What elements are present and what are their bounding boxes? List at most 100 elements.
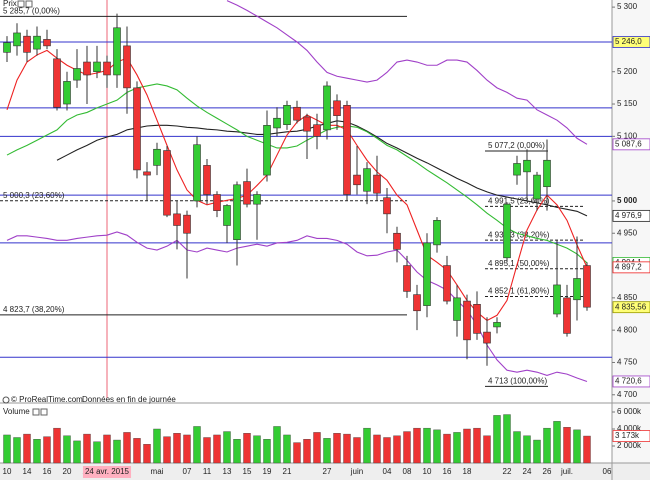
value-tag-label: 5 246,0	[615, 37, 642, 46]
volume-bar	[223, 431, 231, 464]
candle-body	[553, 284, 561, 315]
candle-body	[203, 165, 211, 195]
x-tick-label: 22	[503, 467, 512, 476]
candle-body	[233, 184, 241, 241]
indicator-line	[6, 83, 588, 264]
y-tick-label: 5 100	[617, 131, 638, 140]
fib-label: 4 823,7 (38,20%)	[3, 305, 65, 314]
candle-body	[103, 61, 111, 76]
x-tick-label: 21	[283, 467, 292, 476]
candle-body	[283, 105, 291, 125]
value-tag	[612, 209, 650, 222]
value-tag	[612, 301, 650, 314]
volume-bar	[303, 439, 311, 464]
volume-bar	[583, 435, 591, 464]
x-tick-label: 10	[423, 467, 432, 476]
x-tick-label: 24	[523, 467, 532, 476]
x-tick-label: 15	[243, 467, 252, 476]
candle-body	[463, 300, 471, 341]
icon	[32, 408, 40, 416]
y-tick-label: 5 000	[617, 196, 638, 205]
candle-body	[503, 203, 511, 259]
candle-body	[153, 148, 161, 166]
volume-tick-label: 6 000k	[617, 407, 642, 416]
x-tick-label: 24 avr. 2015	[85, 467, 130, 476]
x-tick-label: 10	[3, 467, 12, 476]
volume-bar	[263, 439, 271, 464]
value-tag	[612, 430, 650, 442]
candle-body	[163, 150, 171, 216]
y-tick-label: 5 300	[617, 2, 638, 11]
candle-body	[373, 174, 381, 194]
candle-body	[123, 45, 131, 89]
volume-bar	[453, 432, 461, 464]
y-tick-label: 4 750	[617, 358, 638, 367]
volume-tick-label: 2 000k	[617, 441, 642, 450]
candle-body	[223, 205, 231, 226]
candle-body	[83, 61, 91, 76]
fib-label: 5 285,7 (0,00%)	[3, 6, 60, 15]
x-tick-label: 16	[43, 467, 52, 476]
volume-bar	[253, 435, 261, 464]
candle-body	[323, 85, 331, 131]
value-tag	[612, 375, 650, 388]
candle-body	[53, 58, 61, 108]
axis-band	[612, 0, 650, 480]
volume-bar	[323, 438, 331, 464]
x-tick-label: juil.	[560, 467, 573, 476]
volume-bar	[113, 439, 121, 464]
volume-bar	[403, 431, 411, 464]
candle-body	[513, 163, 521, 176]
candle-body	[403, 265, 411, 292]
candle-body	[23, 35, 31, 53]
volume-bar	[193, 426, 201, 464]
x-tick-label: 11	[203, 467, 212, 476]
y-tick-label: 4 850	[617, 293, 638, 302]
candle-body	[13, 32, 21, 47]
indicator-line	[226, 0, 588, 145]
fib-label: 5 000,3 (23,60%)	[3, 191, 65, 200]
icon	[25, 0, 33, 8]
x-tick-label: 08	[403, 467, 412, 476]
volume-bar	[63, 435, 71, 464]
x-tick-label: 20	[63, 467, 72, 476]
candle-body	[363, 168, 371, 192]
candle-body	[173, 213, 181, 226]
note: Données en fin de journée	[82, 395, 176, 404]
volume-bar	[553, 421, 561, 464]
fib-label: 4 939,3 (38,20%)	[488, 230, 550, 239]
candle-body	[483, 331, 491, 344]
candle-body	[303, 116, 311, 132]
candle-body	[253, 194, 261, 205]
x-tick-label: 06	[603, 467, 612, 476]
candle-body	[183, 214, 191, 234]
x-tick-label: 18	[463, 467, 472, 476]
candle-body	[453, 297, 461, 321]
candle-body	[133, 87, 141, 171]
candle-body	[113, 27, 121, 76]
candle-body	[443, 265, 451, 302]
candle-body	[193, 144, 201, 202]
volume-bar	[123, 432, 131, 464]
candle-body	[533, 174, 541, 200]
layers: 5 285,7 (0,00%) 5 000,3 (23,60%) 4 823,7 (…	[0, 0, 612, 464]
volume-bar	[173, 433, 181, 464]
volume-tick-label: 4 000k	[617, 424, 642, 433]
candle-body	[93, 61, 101, 73]
candle-body	[353, 174, 361, 186]
x-tick-label: 27	[323, 467, 332, 476]
value-tag	[612, 138, 650, 151]
volume-bar	[373, 434, 381, 464]
volume-bar	[183, 434, 191, 464]
volume-bar	[393, 435, 401, 464]
x-tick-label: 19	[263, 467, 272, 476]
y-tick-label: 5 150	[617, 99, 638, 108]
volume-bar	[313, 432, 321, 464]
volume-bar	[3, 434, 11, 464]
volume-bar	[493, 415, 501, 464]
candle-body	[563, 297, 571, 334]
candle-body	[63, 81, 71, 105]
volume-bar	[103, 434, 111, 464]
fib-label: 4 991,5 (23,60%)	[488, 197, 550, 206]
